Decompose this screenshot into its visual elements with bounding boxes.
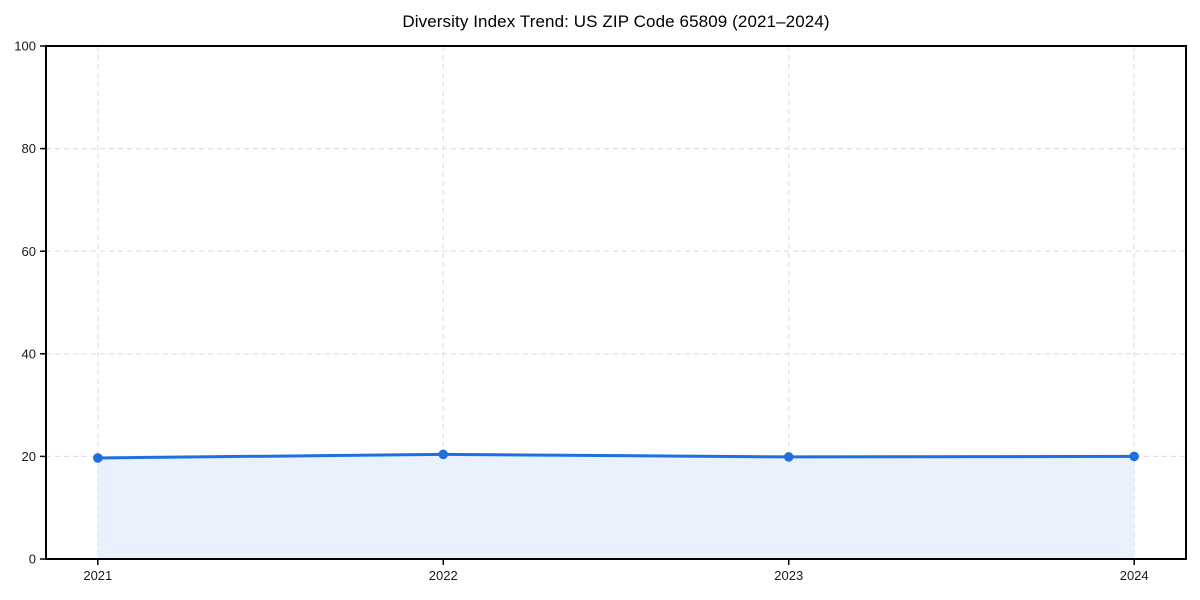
data-point-marker [1129,451,1139,462]
axes-frame [45,45,1187,560]
data-point-marker [93,453,103,463]
y-tick-label: 100 [14,39,36,54]
y-tick-label: 0 [29,552,36,567]
data-point-marker [783,452,794,462]
series-line [96,452,1136,460]
x-tick-label: 2022 [429,568,458,583]
y-tick-label: 80 [22,141,36,156]
y-tick-label: 20 [22,449,36,464]
x-tick-label: 2024 [1120,568,1149,583]
y-tick-label: 60 [22,244,36,259]
x-tick-label: 2023 [774,568,803,583]
y-tick-label: 40 [22,346,36,361]
x-tick-label: 2021 [83,568,112,583]
data-point-marker [438,449,449,460]
area-fill [97,454,1135,559]
chart-title: Diversity Index Trend: US ZIP Code 65809… [402,12,830,31]
